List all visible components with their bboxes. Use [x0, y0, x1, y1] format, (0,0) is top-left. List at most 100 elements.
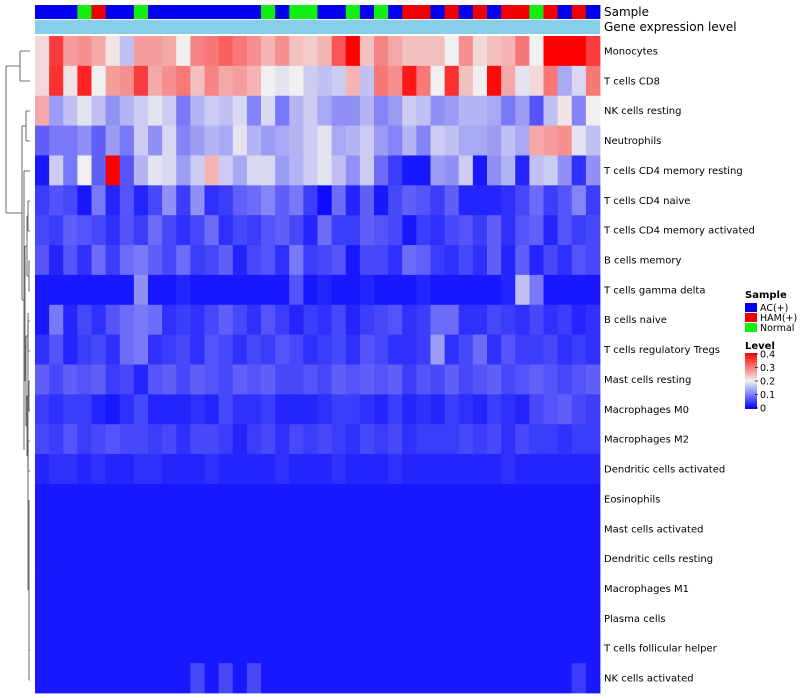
- heatmap-cell: [105, 394, 121, 425]
- heatmap-cell: [543, 215, 559, 246]
- heatmap-cell: [515, 364, 530, 395]
- heatmap-cell: [345, 185, 361, 216]
- heatmap-cell: [218, 573, 234, 604]
- sample-annotation-cell: [543, 5, 559, 19]
- heatmap-cell: [416, 543, 431, 574]
- heatmap-cell: [190, 663, 205, 694]
- heatmap-cell: [289, 245, 304, 276]
- row-label: Mast cells resting: [604, 375, 691, 386]
- heatmap-cell: [388, 573, 403, 604]
- heatmap-cell: [487, 185, 502, 216]
- heatmap-cell: [63, 663, 78, 694]
- heatmap-cell: [585, 274, 601, 306]
- heatmap-cell: [105, 125, 121, 156]
- heatmap-cell: [176, 454, 191, 485]
- heatmap-cell: [515, 245, 530, 276]
- heatmap-cell: [133, 125, 149, 156]
- heatmap-cell: [77, 274, 92, 306]
- heatmap-cell: [176, 245, 191, 276]
- expression-annotation-bar: [35, 20, 600, 34]
- heatmap-cell: [458, 454, 474, 485]
- heatmap-cell: [275, 603, 290, 634]
- heatmap-cell: [218, 633, 234, 664]
- heatmap-cell: [261, 513, 276, 545]
- heatmap-cell: [543, 573, 559, 604]
- heatmap-cell: [148, 155, 163, 186]
- heatmap-cell: [359, 155, 375, 186]
- heatmap-cell: [345, 603, 361, 634]
- heatmap-cell: [487, 633, 502, 664]
- heatmap-cell: [133, 663, 149, 694]
- heatmap-cell: [388, 483, 403, 515]
- heatmap-cell: [218, 95, 234, 126]
- heatmap-cell: [571, 304, 587, 336]
- heatmap-cell: [275, 185, 290, 216]
- heatmap-cell: [416, 513, 431, 545]
- heatmap-cell: [289, 483, 304, 515]
- heatmap-cell: [402, 36, 417, 67]
- heatmap-cell: [331, 334, 347, 365]
- heatmap-cell: [176, 125, 191, 156]
- heatmap-cell: [402, 65, 417, 97]
- heatmap-cell: [374, 663, 389, 694]
- heatmap-cell: [105, 364, 121, 395]
- heatmap-cell: [430, 663, 446, 694]
- heatmap-cell: [331, 513, 347, 545]
- heatmap-cell: [246, 274, 262, 306]
- heatmap-cell: [529, 304, 544, 336]
- heatmap-cell: [275, 513, 290, 545]
- heatmap-cell: [105, 185, 121, 216]
- expression-annotation-cell: [35, 20, 600, 34]
- heatmap-cell: [472, 274, 488, 306]
- heatmap-cell: [501, 125, 516, 156]
- heatmap-cell: [430, 245, 446, 276]
- heatmap-cell: [303, 304, 318, 336]
- row-label: B cells naive: [604, 315, 667, 326]
- heatmap-cell: [402, 663, 417, 694]
- heatmap-cell: [529, 483, 544, 515]
- heatmap-cell: [388, 663, 403, 694]
- heatmap-cell: [571, 633, 587, 664]
- heatmap-cell: [119, 543, 135, 574]
- heatmap-cell: [289, 274, 304, 306]
- heatmap-cell: [35, 95, 50, 126]
- heatmap-cell: [133, 543, 149, 574]
- legend-sample-label: AC(+): [760, 303, 788, 314]
- heatmap-cell: [458, 215, 474, 246]
- heatmap-cell: [529, 454, 544, 485]
- heatmap-cell: [557, 215, 573, 246]
- heatmap-cell: [388, 454, 403, 485]
- heatmap-cell: [275, 483, 290, 515]
- heatmap-cell: [331, 304, 347, 336]
- heatmap-cell: [77, 454, 92, 485]
- heatmap-cell: [501, 573, 516, 604]
- heatmap-cell: [63, 573, 78, 604]
- heatmap-cell: [345, 543, 361, 574]
- heatmap-cell: [402, 543, 417, 574]
- sample-annotation-cell: [261, 5, 276, 19]
- heatmap-cell: [444, 36, 460, 67]
- sample-annotation-cell: [119, 5, 135, 19]
- heatmap-cell: [35, 274, 50, 306]
- heatmap-cell: [119, 65, 135, 97]
- heatmap-cell: [63, 65, 78, 97]
- heatmap-cell: [515, 663, 530, 694]
- heatmap-cell: [303, 334, 318, 365]
- heatmap-cell: [218, 36, 234, 67]
- heatmap-cell: [289, 543, 304, 574]
- heatmap-cell: [204, 125, 220, 156]
- heatmap-cells: [35, 36, 601, 694]
- heatmap-cell: [49, 65, 64, 97]
- sample-annotation-cell: [190, 5, 205, 19]
- heatmap-cell: [557, 483, 573, 515]
- heatmap-cell: [91, 304, 107, 336]
- heatmap-cell: [359, 483, 375, 515]
- heatmap-cell: [345, 274, 361, 306]
- heatmap-cell: [444, 185, 460, 216]
- heatmap-cell: [416, 454, 431, 485]
- heatmap-cell: [585, 185, 601, 216]
- heatmap-cell: [402, 603, 417, 634]
- heatmap-cell: [331, 36, 347, 67]
- heatmap-cell: [416, 185, 431, 216]
- heatmap-cell: [190, 245, 205, 276]
